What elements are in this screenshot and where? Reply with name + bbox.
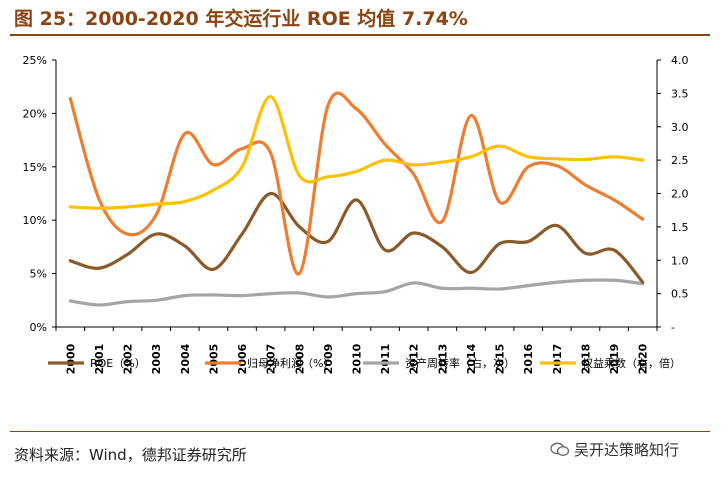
left-axis-tick-label: 10% [23,214,47,227]
x-axis-tick-label: 2003 [150,344,163,375]
legend-label-2: 归母净利润（%） [247,356,334,370]
x-axis-tick-label: 2006 [236,343,249,374]
legend-label-4: 权益乘数（右，倍） [582,356,681,370]
title-rule [10,34,710,36]
right-axis-tick-label: 1.5 [671,221,689,234]
right-axis-tick-label: 4.0 [671,54,689,67]
x-axis-tick-label: 2012 [408,344,421,375]
x-axis-tick-label: 2014 [465,343,478,374]
x-axis-tick-label: 2013 [436,344,449,375]
series-line-3 [68,278,645,307]
x-axis-tick-label: 2015 [494,344,507,375]
x-axis-tick-label: 2011 [379,344,392,375]
left-axis-tick-label: 0% [30,321,47,334]
left-axis-tick-label: 25% [23,54,47,67]
x-axis-tick-label: 2016 [522,343,535,374]
left-axis-tick-label: 5% [30,268,47,281]
right-axis-tick-label: 3.5 [671,87,689,100]
right-axis-tick-label: 2.5 [671,154,689,167]
x-axis-tick-label: 2005 [207,344,220,375]
series-line-1 [68,191,645,284]
watermark: 吴开达策略知行 [550,439,679,460]
legend-label-3: 资产周转率（右，次） [405,356,515,370]
bottom-rule [10,431,710,432]
watermark-text: 吴开达策略知行 [574,441,680,459]
x-axis-tick-label: 2004 [179,343,192,374]
x-axis-tick-label: 2007 [265,344,278,375]
right-axis-tick-label: 2.0 [671,188,689,201]
left-axis-tick-label: 15% [23,161,47,174]
x-axis-tick-label: 2010 [351,343,364,374]
figure-title: 图 25：2000-2020 年交运行业 ROE 均值 7.74% [14,8,468,30]
left-axis-tick-label: 20% [23,107,47,120]
x-axis-tick-label: 2000 [64,343,77,374]
wechat-icon [550,442,570,456]
x-axis-tick-label: 2008 [293,344,306,375]
chart: 0% 5% 10% 15% 20% 25% - 0.5 1.0 1.5 2.0 2.5 3.0 3.5 4.… [23,54,689,375]
x-axis-tick-label: 2018 [579,344,592,375]
x-axis-tick-label: 2002 [122,344,135,375]
right-axis-tick-label: 3.0 [671,121,689,134]
right-axis-tick-label: - [671,321,675,334]
x-axis-tick-label: 2009 [322,344,335,375]
series-line-2 [68,91,645,276]
right-axis-tick-label: 1.0 [671,254,689,267]
x-axis-tick-label: 2017 [551,344,564,375]
x-axis-tick-label: 2020 [637,343,650,374]
source-note: 资料来源：Wind，德邦证券研究所 [14,446,247,464]
legend-label-1: ROE（%） [90,357,146,370]
series-line-4 [68,95,645,210]
x-axis-tick-label: 2019 [608,344,621,375]
right-axis-tick-label: 0.5 [671,288,689,301]
x-axis-tick-label: 2001 [93,344,106,375]
